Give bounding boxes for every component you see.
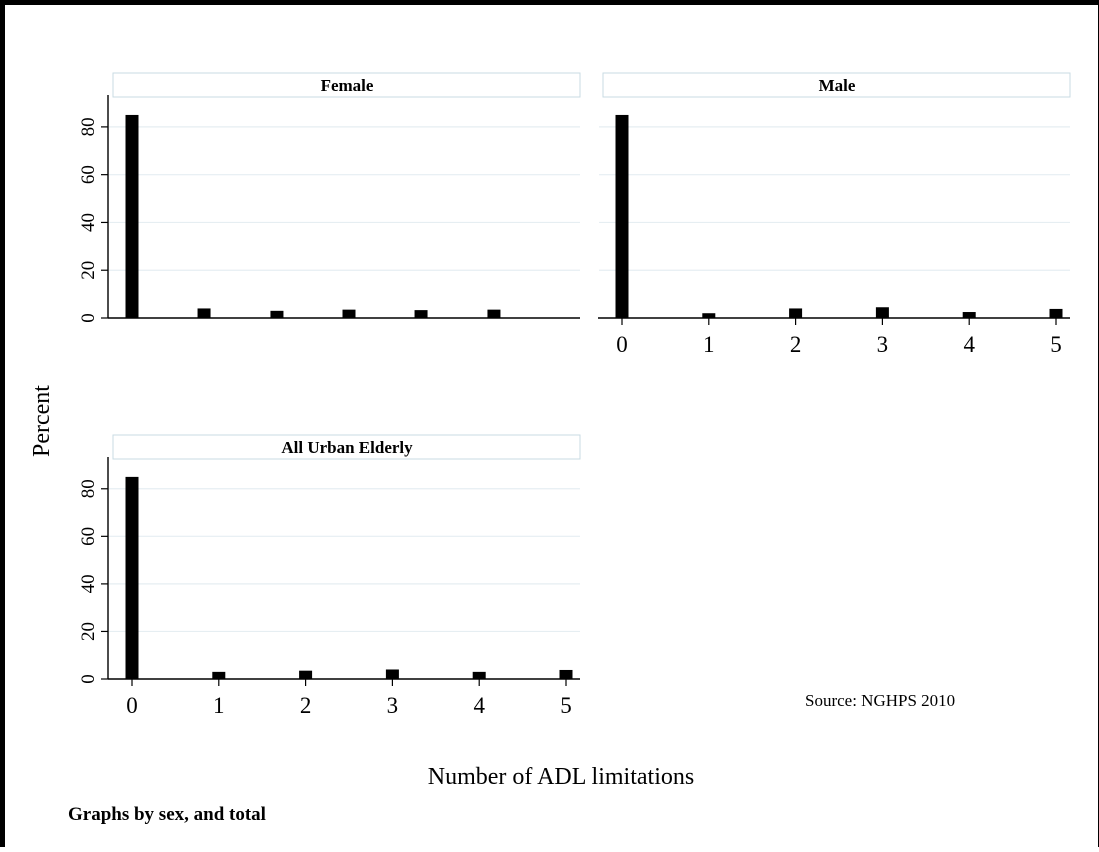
y-tick-label: 0 bbox=[78, 674, 99, 684]
x-tick-label: 0 bbox=[616, 332, 628, 357]
panel-all-urban-elderly: All Urban Elderly 0 20 40 60 80 0 1 2 3 4 5 bbox=[78, 434, 581, 718]
panel-title: All Urban Elderly bbox=[281, 438, 413, 457]
y-tick-label: 0 bbox=[78, 313, 99, 323]
y-tick-label: 40 bbox=[78, 574, 99, 593]
x-tick-label: 5 bbox=[1050, 332, 1062, 357]
y-tick-label: 60 bbox=[78, 527, 99, 546]
bar-all-urban-elderly-4 bbox=[472, 671, 486, 679]
bar-all-urban-elderly-0 bbox=[125, 476, 139, 679]
bar-all-urban-elderly-5 bbox=[559, 669, 573, 679]
y-tick-label: 40 bbox=[78, 213, 99, 232]
x-tick-label: 3 bbox=[387, 693, 399, 718]
y-axis-label: Percent bbox=[29, 385, 55, 457]
x-tick-label: 4 bbox=[473, 693, 485, 718]
bar-all-urban-elderly-2 bbox=[299, 670, 313, 679]
bar-male-1 bbox=[702, 313, 716, 318]
bar-female-4 bbox=[414, 310, 428, 318]
y-tick-label: 20 bbox=[78, 622, 99, 641]
source-note: Source: NGHPS 2010 bbox=[805, 691, 955, 710]
bar-female-2 bbox=[270, 310, 284, 318]
x-tick-label: 1 bbox=[213, 693, 225, 718]
x-tick-label: 4 bbox=[963, 332, 975, 357]
y-tick-label: 60 bbox=[78, 165, 99, 184]
bar-female-5 bbox=[487, 309, 501, 318]
x-tick-label: 1 bbox=[703, 332, 715, 357]
panel-title-strip bbox=[112, 434, 581, 460]
bar-all-urban-elderly-1 bbox=[212, 671, 226, 679]
panel-male: Male 0 1 2 3 4 5 bbox=[598, 72, 1071, 357]
bar-all-urban-elderly-3 bbox=[385, 669, 399, 679]
x-tick-label: 2 bbox=[300, 693, 312, 718]
x-tick-label: 0 bbox=[126, 693, 138, 718]
panel-female: Female 0 20 40 60 80 bbox=[78, 72, 581, 323]
x-axis-label: Number of ADL limitations bbox=[428, 764, 694, 790]
panel-title-strip bbox=[602, 72, 1071, 98]
x-tick-label: 2 bbox=[790, 332, 802, 357]
x-tick-label: 5 bbox=[560, 693, 572, 718]
y-tick-label: 20 bbox=[78, 261, 99, 280]
panel-title: Male bbox=[819, 76, 856, 95]
bar-male-4 bbox=[962, 312, 976, 318]
y-tick-label: 80 bbox=[78, 479, 99, 498]
bar-male-3 bbox=[875, 307, 889, 318]
bar-female-0 bbox=[125, 114, 139, 318]
bar-female-1 bbox=[197, 308, 211, 318]
bar-male-5 bbox=[1049, 308, 1063, 318]
bar-male-0 bbox=[615, 114, 629, 318]
graphs-by-note: Graphs by sex, and total bbox=[68, 804, 266, 825]
bar-female-3 bbox=[342, 309, 356, 318]
panel-title: Female bbox=[321, 76, 374, 95]
bar-male-2 bbox=[789, 308, 803, 318]
x-tick-label: 3 bbox=[877, 332, 889, 357]
y-tick-label: 80 bbox=[78, 117, 99, 136]
panel-title-strip bbox=[112, 72, 581, 98]
